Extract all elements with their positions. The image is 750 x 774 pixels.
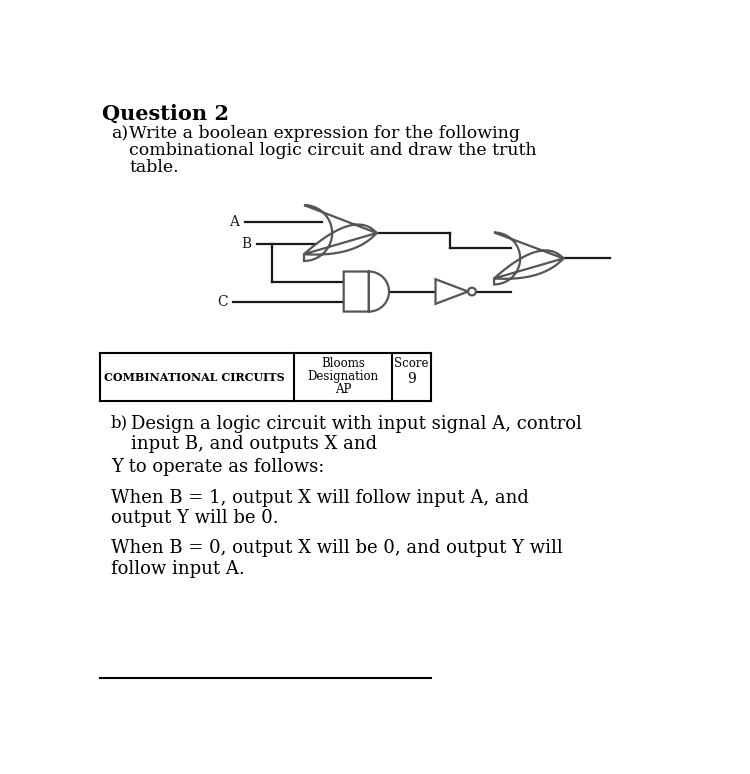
Text: A: A <box>230 215 239 229</box>
Polygon shape <box>344 272 389 312</box>
Text: Designation: Designation <box>308 370 379 382</box>
Text: b): b) <box>111 415 128 432</box>
Circle shape <box>468 288 476 296</box>
Text: follow input A.: follow input A. <box>111 560 245 577</box>
Text: Question 2: Question 2 <box>101 104 229 124</box>
Text: AP: AP <box>334 383 351 396</box>
Polygon shape <box>436 279 468 304</box>
Polygon shape <box>494 232 563 284</box>
Text: When B = 1, output X will follow input A, and: When B = 1, output X will follow input A… <box>111 488 529 507</box>
Text: input B, and outputs X and: input B, and outputs X and <box>131 435 377 453</box>
Text: table.: table. <box>130 159 179 176</box>
Text: 9: 9 <box>407 372 416 385</box>
Text: B: B <box>241 237 251 251</box>
Text: Blooms: Blooms <box>321 358 364 371</box>
Text: Y to operate as follows:: Y to operate as follows: <box>111 458 324 476</box>
Polygon shape <box>304 205 376 261</box>
Text: Score: Score <box>394 358 429 371</box>
Text: Design a logic circuit with input signal A, control: Design a logic circuit with input signal… <box>131 415 582 433</box>
Text: Write a boolean expression for the following: Write a boolean expression for the follo… <box>130 125 520 142</box>
Text: When B = 0, output X will be 0, and output Y will: When B = 0, output X will be 0, and outp… <box>111 539 562 557</box>
Text: COMBINATIONAL CIRCUITS: COMBINATIONAL CIRCUITS <box>104 372 284 382</box>
Text: combinational logic circuit and draw the truth: combinational logic circuit and draw the… <box>130 142 537 159</box>
Text: C: C <box>217 295 228 309</box>
Text: a): a) <box>111 125 128 142</box>
Text: output Y will be 0.: output Y will be 0. <box>111 509 278 526</box>
